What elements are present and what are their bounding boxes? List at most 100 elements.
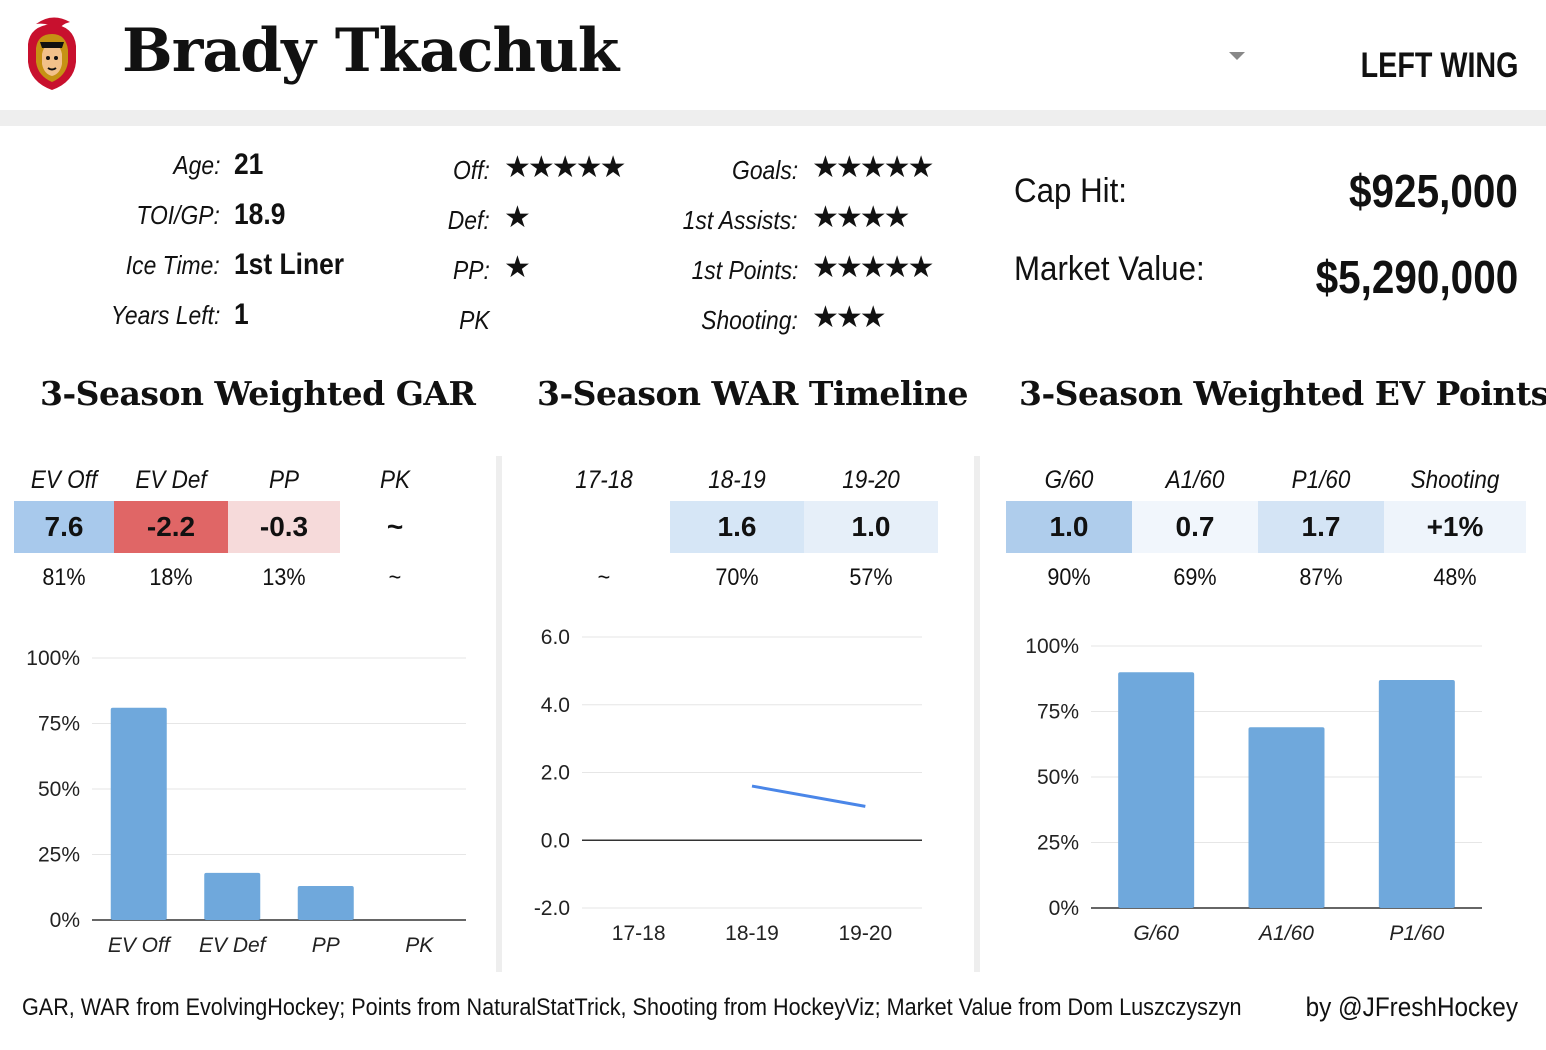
star-rating: ★ (504, 200, 531, 235)
y-tick-label: 50% (1037, 766, 1079, 789)
x-tick-label: EV Off (108, 934, 172, 957)
war-col-head: 19-20 (842, 466, 900, 494)
war-col-head: 18-19 (708, 466, 766, 494)
war-series-line (751, 784, 866, 808)
war-value-cell (538, 501, 670, 553)
team-logo (28, 17, 76, 90)
info-value: 18.9 (234, 198, 286, 231)
star-rating: ★★★★ (812, 200, 911, 235)
data-source-credit: GAR, WAR from EvolvingHockey; Points fro… (22, 994, 1242, 1021)
ev-section-title: 3-Season Weighted EV Points (1019, 374, 1546, 413)
war-value-cell: 1.6 (670, 501, 804, 553)
ev-value-cell: 1.7 (1258, 501, 1384, 553)
gar-percentile: 81% (42, 564, 86, 591)
y-tick-label: 100% (1025, 635, 1079, 658)
bar (1248, 727, 1325, 908)
war-percentile: 57% (849, 564, 893, 591)
info-value: 21 (234, 148, 264, 181)
gar-value-cell: 7.6 (14, 501, 114, 553)
bar (110, 707, 167, 920)
gar-value-cell: ~ (386, 511, 404, 542)
x-tick-label: A1/60 (1257, 922, 1314, 945)
y-tick-label: 6.0 (541, 626, 570, 649)
y-tick-label: 25% (1037, 832, 1079, 855)
rating-label: Shooting: (701, 305, 798, 335)
star-rating: ★★★ (812, 300, 887, 335)
bar (297, 885, 354, 920)
star-rating: ★★★★★ (504, 150, 626, 185)
gar-section-title: 3-Season Weighted GAR (40, 374, 476, 413)
y-tick-label: 25% (38, 844, 80, 867)
info-label: Ice Time: (126, 250, 220, 280)
ev-percentile: 69% (1173, 564, 1217, 591)
y-tick-label: 2.0 (541, 762, 570, 785)
rating-label: PK (459, 305, 490, 335)
rating-label: Goals: (731, 155, 798, 185)
bar (1378, 680, 1455, 908)
y-tick-label: 50% (38, 778, 80, 801)
bar (1118, 672, 1195, 908)
ev-percentile: 48% (1433, 564, 1477, 591)
war-value-cell: 1.0 (804, 501, 938, 553)
info-label: TOI/GP: (136, 200, 220, 230)
cap-hit-value: $925,000 (1349, 165, 1518, 217)
ev-percentile: 90% (1047, 564, 1091, 591)
y-tick-label: 0.0 (541, 829, 570, 852)
gar-percentile: 18% (149, 564, 193, 591)
rating-label: 1st Assists: (683, 205, 798, 235)
ev-col-head: G/60 (1044, 466, 1094, 494)
star-rating: ★★★★★ (812, 150, 934, 185)
gar-percentile: 13% (262, 564, 306, 591)
section-divider (496, 456, 502, 972)
x-tick-label: PP (312, 934, 340, 957)
player-name: Brady Tkachuk (122, 16, 619, 86)
dropdown-arrow-icon[interactable] (1229, 52, 1245, 60)
ev-col-head: A1/60 (1165, 466, 1225, 494)
cap-hit-label: Cap Hit: (1014, 172, 1128, 210)
rating-label: 1st Points: (691, 255, 798, 285)
ev-percentile: 87% (1299, 564, 1343, 591)
info-label: Years Left: (110, 300, 220, 330)
y-tick-label: -2.0 (534, 897, 570, 920)
y-tick-label: 4.0 (541, 694, 570, 717)
gar-percentile: ~ (388, 564, 402, 591)
info-label: Age: (172, 150, 220, 180)
market-value-label: Market Value: (1014, 250, 1205, 288)
war-percentile: ~ (597, 564, 611, 591)
x-tick-label: 19-20 (838, 922, 892, 945)
market-value-value: $5,290,000 (1315, 251, 1518, 303)
author-byline: by @JFreshHockey (1305, 992, 1518, 1022)
section-divider (974, 456, 980, 972)
ev-value-cell: 0.7 (1132, 501, 1258, 553)
war-percentile: 70% (715, 564, 759, 591)
gar-col-head: PK (379, 466, 411, 494)
ev-value-cell: +1% (1384, 501, 1526, 553)
x-tick-label: P1/60 (1389, 922, 1444, 945)
bar (204, 872, 261, 920)
gar-value-cell: -2.2 (114, 501, 228, 553)
ev-col-head: Shooting (1410, 466, 1500, 494)
gar-value-cell: -0.3 (228, 501, 340, 553)
info-value: 1 (234, 298, 249, 331)
x-tick-label: 18-19 (725, 922, 779, 945)
star-rating: ★★★★★ (812, 250, 934, 285)
rating-label: Def: (448, 205, 490, 235)
info-value: 1st Liner (234, 248, 345, 281)
gar-col-head: EV Off (30, 466, 98, 494)
ev-value-cell: 1.0 (1006, 501, 1132, 553)
ev-col-head: P1/60 (1291, 466, 1351, 494)
x-tick-label: G/60 (1133, 922, 1179, 945)
y-tick-label: 75% (1037, 701, 1079, 724)
x-tick-label: PK (405, 934, 434, 957)
war-timeline-chart: -2.0 0.0 2.0 4.0 6.0 17-18 18-19 19-20 (534, 626, 922, 945)
y-tick-label: 75% (38, 713, 80, 736)
y-tick-label: 0% (1049, 897, 1079, 920)
ev-percentile-chart: 0% 25% 50% 75% 100% G/60 A1/60 P1/60 (1025, 635, 1482, 945)
player-position: LEFT WING (1360, 46, 1518, 85)
gar-percentile-chart: 0% 25% 50% 75% 100% EV Off EV Def PP PK (26, 647, 466, 957)
y-tick-label: 100% (26, 647, 80, 670)
x-tick-label: EV Def (199, 934, 268, 957)
war-section-title: 3-Season WAR Timeline (537, 374, 968, 413)
star-rating: ★ (504, 250, 531, 285)
rating-label: Off: (453, 155, 490, 185)
